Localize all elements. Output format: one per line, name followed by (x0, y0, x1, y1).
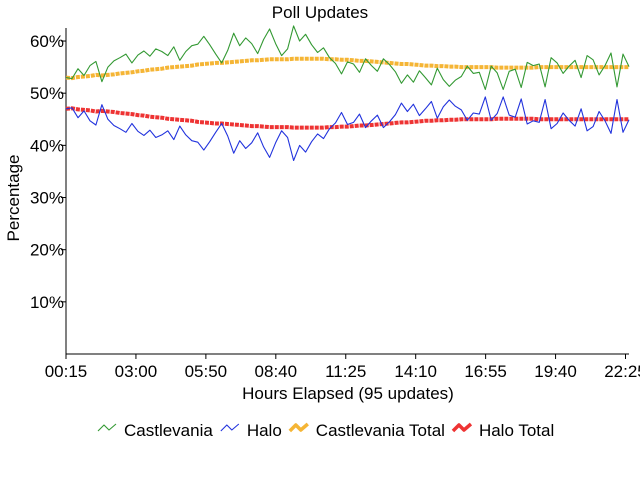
legend-swatch-halo (220, 423, 240, 432)
series-line-castlevania-total (65, 56, 629, 81)
y-tick-label: 40% (30, 136, 64, 155)
legend-label-castlevania-total: Castlevania Total (316, 421, 445, 440)
x-axis-label: Hours Elapsed (95 updates) (242, 384, 454, 403)
x-tick-label: 00:15 (45, 362, 88, 381)
y-axis: 10% 20% 30% 40% 50% 60% (30, 28, 67, 354)
x-tick-label: 22:25 (604, 362, 640, 381)
x-axis: 00:15 03:00 05:50 08:40 11:25 14:10 16:55 19:40… (45, 353, 640, 381)
y-tick-label: 30% (30, 189, 64, 208)
legend-label-halo-total: Halo Total (479, 421, 554, 440)
series-line-castlevania (65, 25, 630, 91)
legend: Castlevania Halo Castlevania Total Halo Tot… (97, 421, 554, 440)
x-tick-label: 14:10 (394, 362, 437, 381)
plot-area (65, 25, 630, 162)
y-tick-label: 20% (30, 241, 64, 260)
chart-title: Poll Updates (272, 3, 368, 22)
x-tick-label: 16:55 (464, 362, 507, 381)
x-tick-label: 08:40 (255, 362, 298, 381)
y-tick-label: 50% (30, 84, 64, 103)
x-tick-label: 11:25 (325, 362, 366, 381)
legend-swatch-castlevania (97, 423, 117, 432)
legend-swatch-halo-total (451, 422, 473, 433)
y-tick-label: 10% (30, 293, 64, 312)
legend-label-castlevania: Castlevania (124, 421, 213, 440)
y-tick-label: 60% (30, 32, 64, 51)
x-tick-label: 19:40 (534, 362, 577, 381)
series-line-halo-total (65, 106, 629, 130)
legend-swatch-castlevania-total (288, 422, 309, 433)
legend-label-halo: Halo (247, 421, 282, 440)
series-line-halo (65, 96, 630, 162)
y-axis-label: Percentage (4, 155, 23, 242)
x-tick-label: 05:50 (185, 362, 228, 381)
x-tick-label: 03:00 (115, 362, 158, 381)
